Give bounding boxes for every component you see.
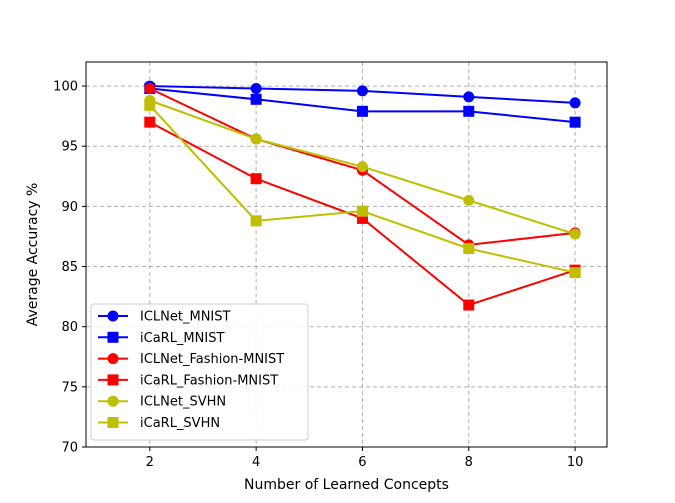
x-tick-label: 6 [358,455,366,470]
data-point-icarl-svhn [463,242,475,254]
y-tick-label: 80 [61,320,78,335]
legend-marker [107,374,119,386]
series-iclnet-svhn [144,95,581,240]
legend-marker [107,353,119,365]
legend-item-icarl-mnist: iCaRL_MNIST [98,331,224,346]
data-point-icarl-fashion-mnist [250,173,262,185]
data-point-icarl-svhn [569,267,581,279]
data-point-iclnet-mnist [463,91,475,103]
x-tick-label: 10 [567,455,584,470]
legend-label: iCaRL_SVHN [140,416,220,431]
legend-marker [107,395,119,407]
legend-marker [107,310,119,322]
y-tick-label: 75 [61,380,78,395]
legend-marker [107,331,119,343]
data-point-iclnet-svhn [250,133,262,145]
data-point-icarl-svhn [144,99,156,111]
legend-item-iclnet-fashion-mnist: ICLNet_Fashion-MNIST [98,352,284,367]
legend-item-iclnet-mnist: ICLNet_MNIST [98,310,231,325]
data-point-icarl-mnist [250,93,262,105]
legend-box [90,303,309,441]
data-point-iclnet-svhn [463,194,475,206]
x-axis-title: Number of Learned Concepts [244,477,449,493]
data-point-iclnet-mnist [569,97,581,109]
data-point-iclnet-mnist [356,85,368,97]
legend-label: ICLNet_SVHN [140,395,226,410]
data-point-icarl-mnist [356,105,368,117]
data-point-icarl-fashion-mnist [463,299,475,311]
data-point-iclnet-svhn [356,161,368,173]
data-point-iclnet-mnist [250,82,262,94]
data-point-icarl-fashion-mnist [144,116,156,128]
legend-label: ICLNet_Fashion-MNIST [140,352,284,367]
legend-item-icarl-fashion-mnist: iCaRL_Fashion-MNIST [98,373,278,388]
x-tick-label: 8 [465,455,473,470]
legend: ICLNet_MNIST iCaRL_MNIST ICLNet_Fashion-MN… [90,303,309,441]
legend-label: iCaRL_Fashion-MNIST [140,373,278,388]
data-point-iclnet-svhn [569,228,581,240]
legend-item-icarl-svhn: iCaRL_SVHN [98,416,220,431]
y-tick-label: 70 [61,441,78,456]
y-tick-label: 85 [61,260,78,275]
legend-item-iclnet-svhn: ICLNet_SVHN [98,395,226,410]
data-point-iclnet-fashion-mnist [144,82,156,94]
data-point-icarl-svhn [250,215,262,227]
legend-marker [107,417,119,428]
x-tick-label: 2 [146,455,154,470]
data-point-icarl-mnist [569,116,581,128]
data-point-icarl-mnist [463,105,475,117]
y-axis-title: Average Accuracy % [25,183,41,327]
y-tick-label: 90 [61,200,78,215]
series-layer [144,80,581,311]
x-tick-label: 4 [252,455,260,470]
y-tick-label: 100 [53,80,78,95]
legend-label: ICLNet_MNIST [140,310,231,325]
plot-frame [85,61,608,448]
axis-ticks: 2 4 6 8 10 70 75 80 85 90 95 100 [53,80,583,470]
legend-label: iCaRL_MNIST [140,331,224,346]
series-icarl-svhn [144,99,581,279]
y-tick-label: 95 [61,140,78,155]
data-point-icarl-svhn [356,205,368,217]
